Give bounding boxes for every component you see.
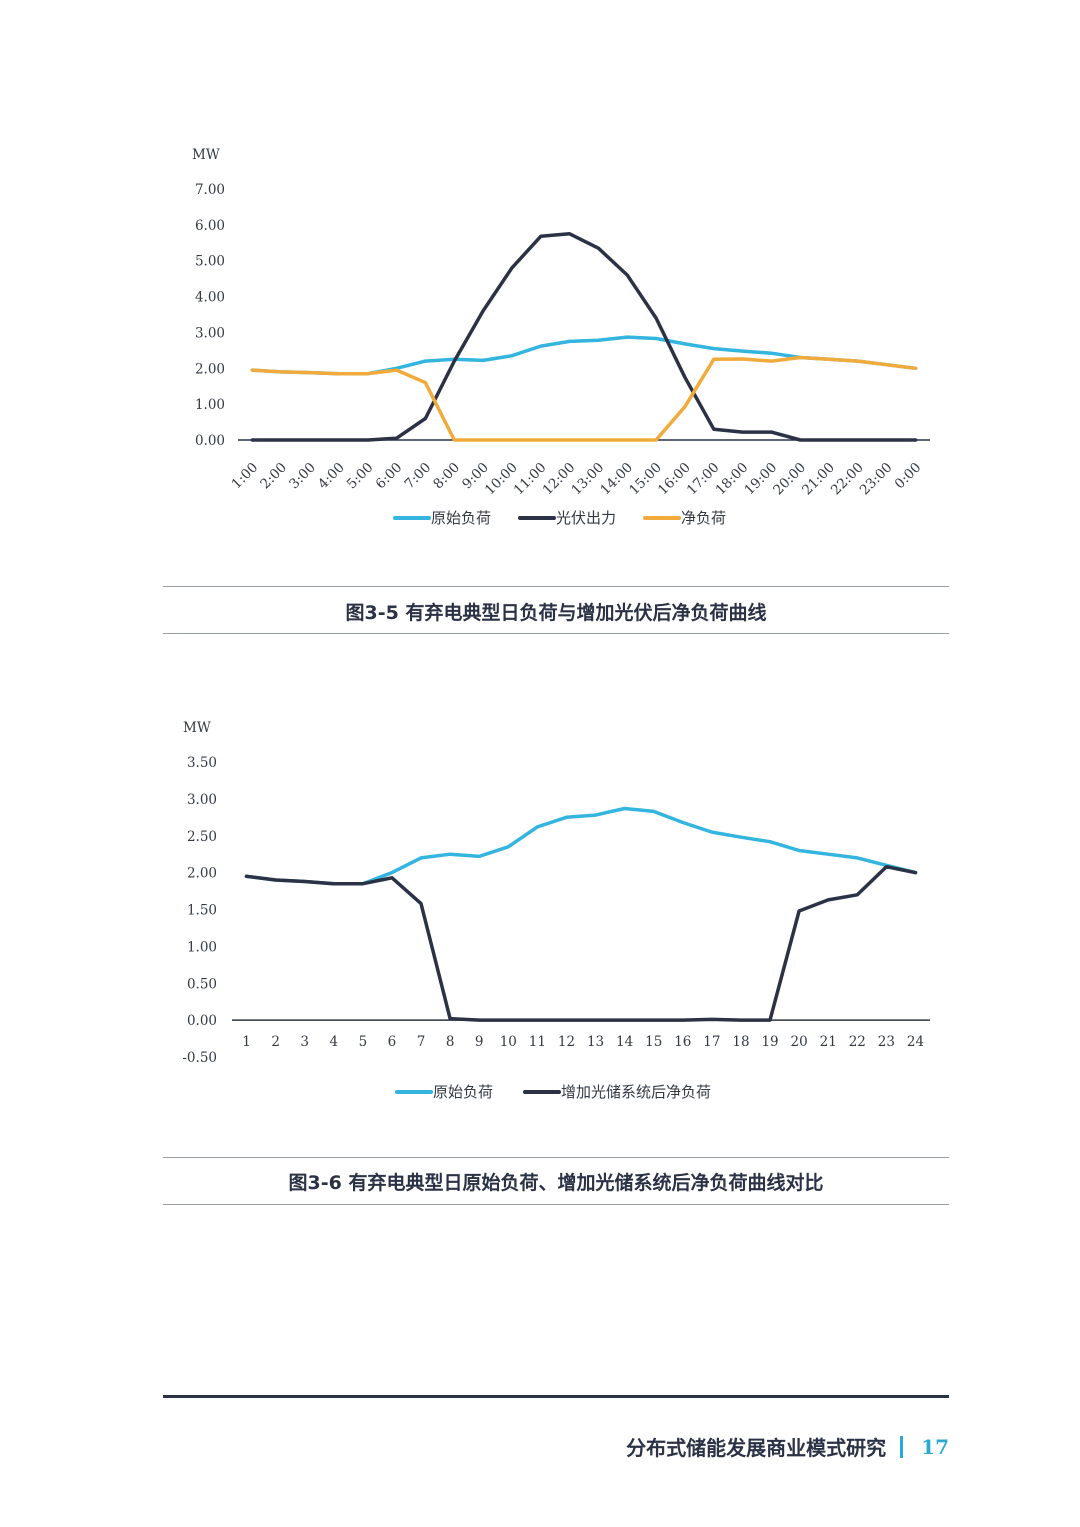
x-tick-label: 5 <box>359 1034 368 1050</box>
series-line <box>250 232 918 442</box>
x-tick-label: 8 <box>446 1034 455 1050</box>
x-tick-label: 5:00 <box>344 460 377 493</box>
x-tick-label: 9 <box>475 1034 484 1050</box>
x-tick-label: 3 <box>300 1034 309 1050</box>
x-tick-label: 1 <box>242 1034 251 1050</box>
x-tick-label: 6 <box>388 1034 397 1050</box>
y-tick-label: 6.00 <box>195 218 225 234</box>
x-tick-label: 6:00 <box>373 460 406 493</box>
y-tick-label: 1.50 <box>187 903 217 919</box>
y-tick-label: 7.00 <box>195 182 225 198</box>
x-tick-label: 8:00 <box>430 460 463 493</box>
x-tick-label: 14 <box>616 1034 633 1050</box>
x-tick-label: 2 <box>271 1034 280 1050</box>
figure-caption-2: 图3-6 有弃电典型日原始负荷、增加光储系统后净负荷曲线对比 <box>288 1172 824 1194</box>
footer-rule <box>163 1395 949 1398</box>
footer-divider <box>900 1435 904 1458</box>
x-tick-label: 16 <box>674 1034 691 1050</box>
x-tick-label: 17 <box>703 1034 720 1050</box>
x-tick-label: 13 <box>587 1034 604 1050</box>
figure-caption-1: 图3-5 有弃电典型日负荷与增加光伏后净负荷曲线 <box>345 602 767 624</box>
x-tick-label: 1:00 <box>228 460 261 493</box>
page-footer: 分布式储能发展商业模式研究 17 <box>626 1432 949 1461</box>
series-line <box>244 864 918 1022</box>
x-tick-label: 22 <box>849 1034 866 1050</box>
caption-rule-top <box>163 1157 949 1158</box>
x-tick-label: 7:00 <box>401 460 434 493</box>
y-tick-label: 3.00 <box>187 792 217 808</box>
x-tick-label: 3:00 <box>286 460 319 493</box>
x-tick-label: 21 <box>820 1034 837 1050</box>
chart-storage-net-load: MW -0.50 0.00 0.50 1.00 1.50 2.00 2.50 3.00 3.50 1… <box>182 720 930 1101</box>
legend-label: 增加光储系统后净负荷 <box>561 1083 711 1101</box>
y-unit-label: MW <box>192 147 220 163</box>
caption-rule-bottom <box>163 1204 949 1205</box>
x-tick-label: 12 <box>558 1034 575 1050</box>
y-tick-label: 5.00 <box>195 254 225 270</box>
y-tick-label: 2.00 <box>195 361 225 377</box>
x-tick-label: 15 <box>645 1034 662 1050</box>
legend-label: 净负荷 <box>681 509 726 527</box>
legend-label: 原始负荷 <box>433 1083 493 1101</box>
y-tick-label: 0.00 <box>195 433 225 449</box>
y-tick-label: -0.50 <box>182 1050 217 1066</box>
y-tick-label: 0.50 <box>187 976 217 992</box>
caption-rule-top <box>163 586 949 587</box>
y-unit-label: MW <box>183 720 211 736</box>
chart-pv-net-load: MW 0.00 1.00 2.00 3.00 4.00 5.00 6.00 7.00 1:002:… <box>192 147 930 527</box>
series-line <box>250 355 918 442</box>
x-tick-label: 11 <box>529 1034 546 1050</box>
y-tick-label: 1.00 <box>195 397 225 413</box>
x-tick-label: 4:00 <box>315 460 348 493</box>
legend-label: 原始负荷 <box>431 509 491 527</box>
page-number: 17 <box>921 1434 949 1459</box>
y-tick-label: 3.50 <box>187 755 217 771</box>
footer-title: 分布式储能发展商业模式研究 <box>626 1436 887 1460</box>
x-tick-label: 18 <box>732 1034 749 1050</box>
x-tick-label: 24 <box>907 1034 924 1050</box>
x-tick-label: 4 <box>329 1034 338 1050</box>
y-tick-label: 4.00 <box>195 290 225 306</box>
y-tick-label: 1.00 <box>187 939 217 955</box>
x-tick-label: 19 <box>761 1034 778 1050</box>
y-tick-label: 2.50 <box>187 829 217 845</box>
x-tick-label: 23:00 <box>857 460 896 499</box>
legend-label: 光伏出力 <box>556 509 616 527</box>
series-line <box>250 335 918 376</box>
x-tick-label: 10 <box>500 1034 517 1050</box>
x-tick-label: 20 <box>791 1034 808 1050</box>
x-tick-label: 2:00 <box>257 460 290 493</box>
y-tick-label: 2.00 <box>187 866 217 882</box>
x-tick-label: 23 <box>878 1034 895 1050</box>
series-line <box>244 806 918 886</box>
y-tick-label: 3.00 <box>195 325 225 341</box>
caption-rule-bottom <box>163 633 949 634</box>
x-tick-label: 0:00 <box>892 460 925 493</box>
y-tick-label: 0.00 <box>187 1013 217 1029</box>
x-tick-label: 7 <box>417 1034 426 1050</box>
